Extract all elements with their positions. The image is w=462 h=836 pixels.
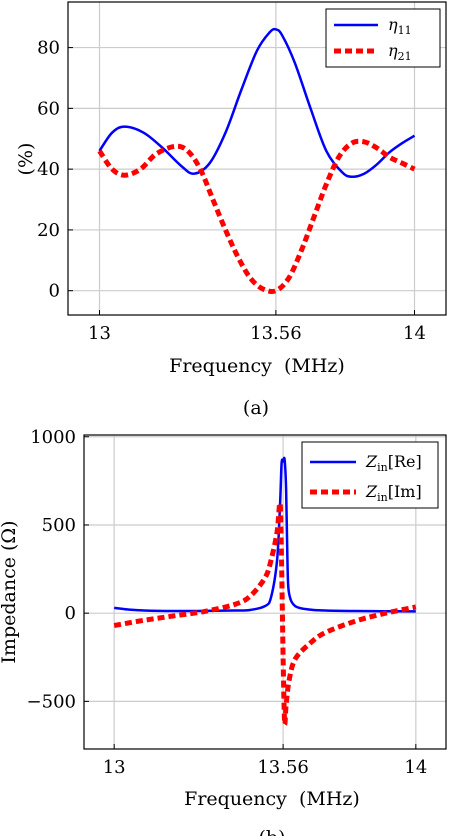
chart-a-frame xyxy=(67,1,447,316)
chart-a-ytick-label: 80 xyxy=(37,38,60,59)
chart-b-xtick-label: 13 xyxy=(103,757,126,778)
chart-a-caption: (a) xyxy=(243,397,269,419)
eta11-symbol: η xyxy=(388,15,398,34)
chart-a-xlabel: Frequency (MHz) xyxy=(169,355,345,377)
chart-b-ylabel: Impedance (Ω) xyxy=(0,520,20,663)
chart-b-ytick-label: 0 xyxy=(65,603,76,624)
chart-a-ylabel: (%) xyxy=(15,143,37,176)
chart-a-series--11 xyxy=(98,27,416,179)
chart-b-xlabel: Frequency (MHz) xyxy=(184,788,360,810)
chart-b-ytick-label: 500 xyxy=(42,515,76,536)
chart-a-xtick-label: 13 xyxy=(88,323,111,344)
chart-a-series--21 xyxy=(97,138,416,295)
chart-a-legend-box xyxy=(325,8,441,68)
eta21-symbol: η xyxy=(388,41,398,60)
chart-b-caption: (b) xyxy=(259,827,286,836)
zre-bracket: [Re] xyxy=(388,452,422,471)
chart-b-legend-label-zim: Zin[Im] xyxy=(365,482,422,504)
chart-b-ytick-label: 1000 xyxy=(30,427,76,448)
chart-b-ticks: 13 13.56 14 −500 0 500 1000 xyxy=(27,427,428,778)
chart-a-xtick-label: 14 xyxy=(403,323,426,344)
chart-a-legend-label-eta21: η21 xyxy=(388,41,412,63)
chart-b-legend-label-zre: Zin[Re] xyxy=(365,452,422,474)
chart-b-xtick-label: 14 xyxy=(404,757,427,778)
chart-b-xtick-label: 13.56 xyxy=(257,757,309,778)
chart-a-ytick-label: 20 xyxy=(37,220,60,241)
chart-a-series xyxy=(97,27,416,295)
chart-a: 13 13.56 14 0 20 40 60 80 (%) Frequency (MHz) (… xyxy=(15,1,447,419)
chart-b: 13 13.56 14 −500 0 500 1000 Impedance (Ω) Freq… xyxy=(0,427,447,836)
chart-b-ytick-label: −500 xyxy=(27,691,76,712)
zre-subscript: in xyxy=(377,461,388,474)
zim-subscript: in xyxy=(377,491,388,504)
zim-bracket: [Im] xyxy=(388,482,422,501)
zim-symbol: Z xyxy=(365,482,378,501)
chart-a-ytick-label: 60 xyxy=(37,98,60,119)
chart-a-xtick-label: 13.56 xyxy=(250,323,302,344)
chart-b-series xyxy=(113,456,417,727)
eta21-subscript: 21 xyxy=(398,50,412,63)
eta11-subscript: 11 xyxy=(398,24,412,37)
chart-a-legend-label-eta11: η11 xyxy=(388,15,412,37)
chart-b-legend-box xyxy=(301,441,439,509)
chart-b-frame xyxy=(83,434,447,750)
chart-b-legend: Zin[Re] Zin[Im] xyxy=(301,441,439,509)
zre-symbol: Z xyxy=(365,452,378,471)
chart-a-legend: η11 η21 xyxy=(325,8,441,68)
chart-a-ytick-label: 0 xyxy=(49,281,60,302)
chart-a-ticks: 13 13.56 14 0 20 40 60 80 xyxy=(37,38,426,344)
chart-a-ytick-label: 40 xyxy=(37,159,60,180)
chart-b-series-zin-im- xyxy=(113,500,417,727)
